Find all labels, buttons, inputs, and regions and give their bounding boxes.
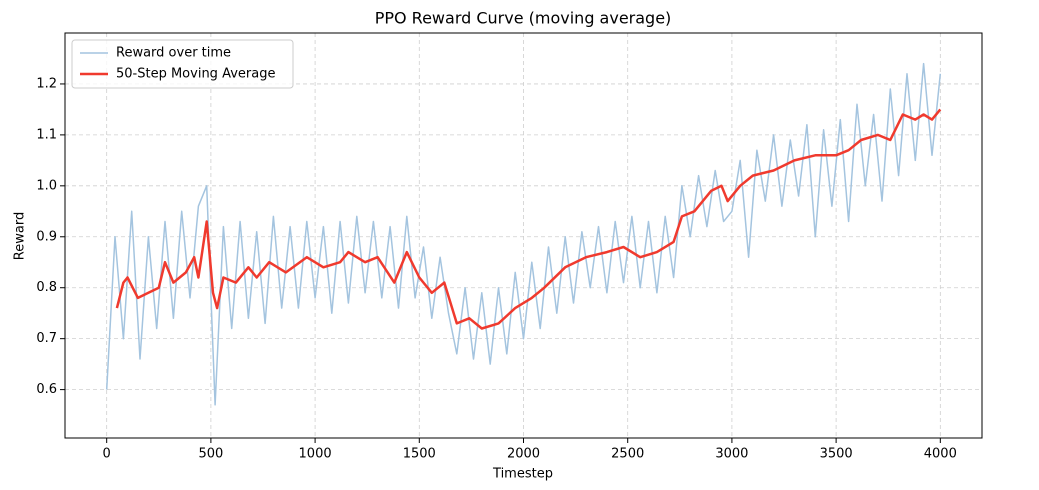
plot-frame [64, 32, 983, 439]
series-line [115, 108, 942, 330]
y-tick-label: 1.1 [36, 127, 57, 142]
y-tick-label: 0.7 [36, 331, 57, 346]
x-tick-label: 3500 [820, 447, 853, 462]
series-line [105, 62, 942, 406]
chart-title: PPO Reward Curve (moving average) [375, 9, 672, 28]
y-tick-label: 0.9 [36, 229, 57, 244]
y-tick-label: 0.6 [36, 382, 57, 397]
x-tick-label: 500 [198, 447, 223, 462]
legend-label: 50-Step Moving Average [116, 67, 275, 82]
y-tick-label: 0.8 [36, 280, 57, 295]
x-tick-label: 4000 [924, 447, 957, 462]
legend-box [71, 39, 294, 89]
y-tick-label: 1.0 [36, 178, 57, 193]
x-tick-label: 0 [103, 447, 111, 462]
x-tick-label: 3000 [715, 447, 748, 462]
legend-label: Reward over time [116, 46, 231, 61]
x-tick-label: 2000 [507, 447, 540, 462]
y-axis-label: Reward [13, 212, 28, 260]
x-tick-label: 1000 [299, 447, 332, 462]
x-tick-label: 1500 [403, 447, 436, 462]
y-tick-label: 1.2 [36, 76, 57, 91]
x-axis-label: Timestep [492, 467, 553, 482]
x-tick-label: 2500 [611, 447, 644, 462]
